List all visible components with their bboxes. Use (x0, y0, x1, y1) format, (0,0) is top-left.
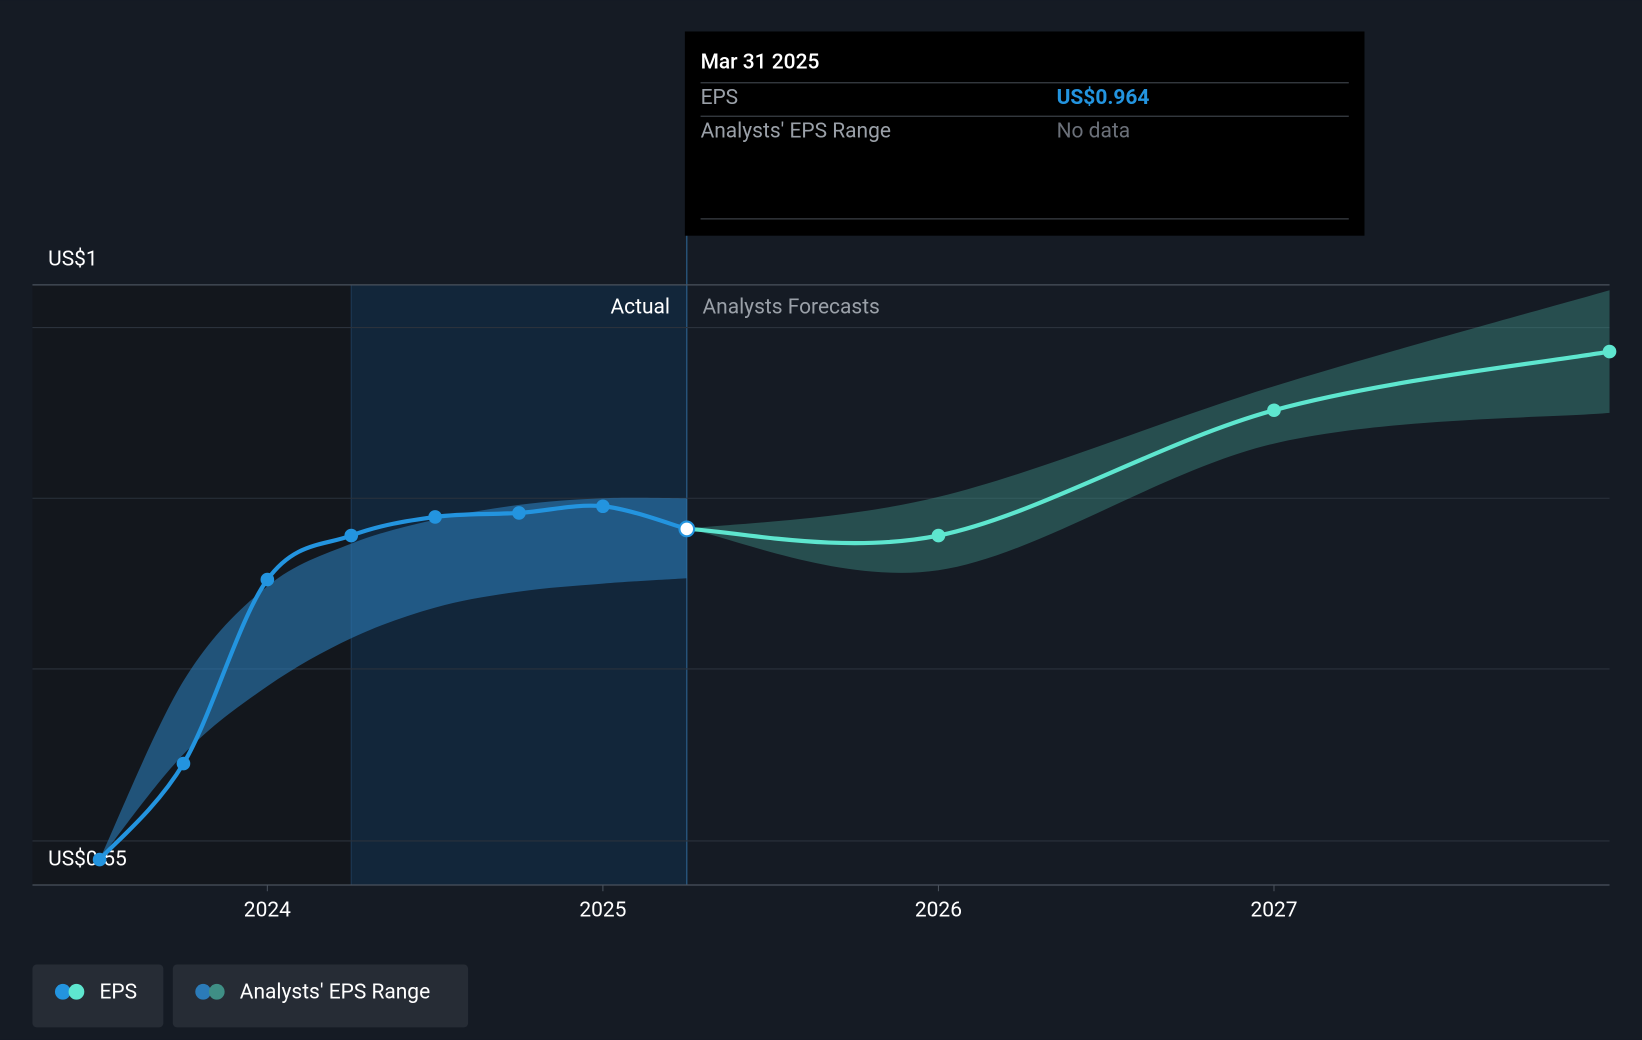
eps-forecast-point (1602, 344, 1617, 359)
legend-swatch (54, 983, 71, 1000)
eps-point (678, 520, 696, 538)
legend-swatch (195, 983, 212, 1000)
tooltip-date: Mar 31 2025 (701, 50, 820, 74)
legend-swatch (68, 983, 85, 1000)
eps-point (344, 528, 359, 543)
legend: EPS Analysts' EPS Range (32, 964, 469, 1028)
tooltip-row-value: US$0.964 (1057, 86, 1150, 110)
tooltip: Mar 31 2025 EPS US$0.964 Analysts' EPS Rang… (684, 31, 1365, 236)
plot (92, 290, 1617, 867)
legend-button[interactable] (172, 964, 469, 1028)
x-tick-label: 2025 (579, 899, 626, 923)
eps-forecast-point (931, 528, 946, 543)
eps-forecast-point (1267, 403, 1281, 418)
eps-point (260, 572, 275, 587)
eps-point (176, 756, 191, 771)
range-band (686, 290, 1610, 573)
legend-swatch (208, 983, 225, 1000)
tooltip-row-value: No data (1057, 120, 1131, 144)
tooltip-row-label: Analysts' EPS Range (701, 120, 891, 144)
y-tick-label: US$1 (48, 247, 98, 271)
legend-label: EPS (99, 980, 137, 1004)
eps-line (684, 349, 1612, 546)
eps-point (428, 510, 442, 524)
tooltip-box (684, 31, 1365, 236)
tooltip-row-label: EPS (701, 86, 739, 110)
eps-point (92, 852, 107, 867)
forecast-label: Analysts Forecasts (702, 295, 879, 319)
eps-point (596, 499, 610, 514)
y-tick-label: US$0.55 (48, 847, 127, 871)
actual-label: Actual (611, 295, 670, 319)
eps-point (512, 506, 526, 520)
x-tick-label: 2027 (1250, 899, 1297, 923)
legend-button[interactable] (32, 964, 164, 1028)
legend-label: Analysts' EPS Range (240, 980, 430, 1004)
x-tick-label: 2024 (244, 899, 291, 923)
range-band (99, 497, 687, 860)
x-tick-label: 2026 (915, 899, 962, 923)
grid: US$0.55 US$1 2024 2025 2026 2027 (32, 247, 1610, 923)
